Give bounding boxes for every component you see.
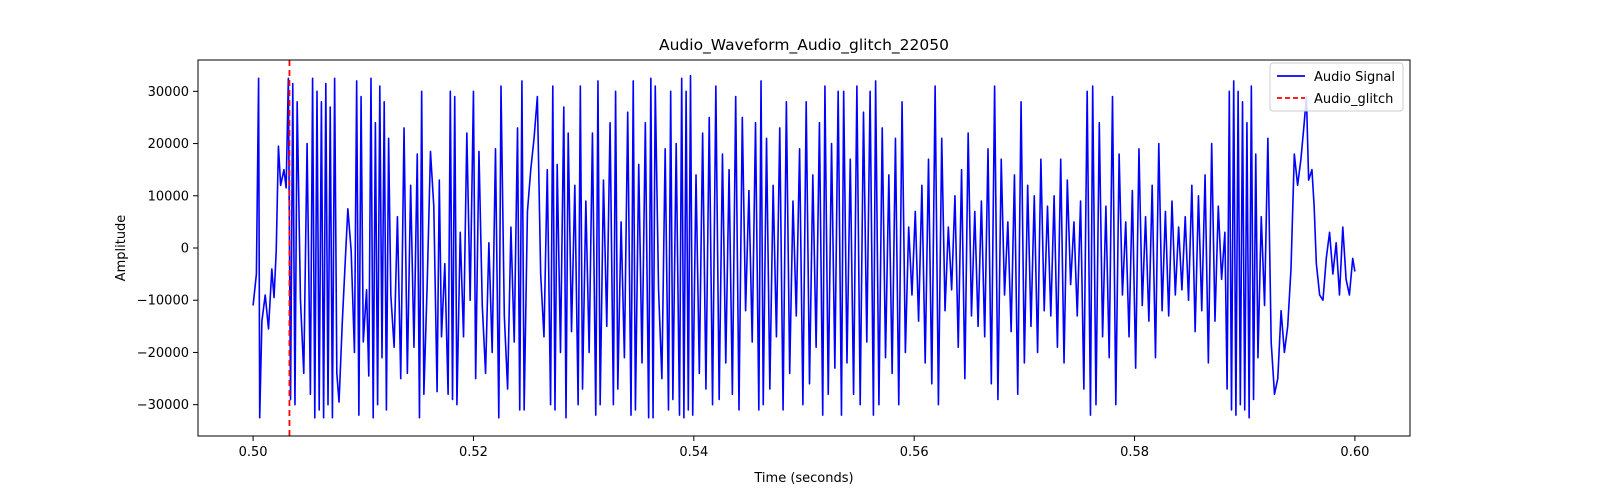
legend-label-audio-glitch: Audio_glitch (1314, 92, 1393, 107)
y-axis-title: Amplitude (114, 215, 129, 282)
plot-area (252, 60, 1356, 436)
y-tick-label: −30000 (137, 398, 189, 413)
legend: Audio Signal Audio_glitch (1269, 62, 1404, 112)
y-tick-label: 0 (181, 242, 189, 257)
x-tick-label: 0.56 (900, 445, 929, 460)
chart-title: Audio_Waveform_Audio_glitch_22050 (659, 36, 949, 55)
x-tick-label: 0.54 (679, 445, 708, 460)
legend-box (1269, 62, 1404, 112)
x-axis-title: Time (seconds) (753, 471, 853, 486)
x-tick-label: 0.58 (1120, 445, 1149, 460)
series-audio-signal (252, 74, 1356, 419)
y-tick-label: 10000 (148, 189, 189, 204)
axes: 0.50 0.52 0.54 0.56 0.58 0.60 −30000 −20000 −100… (137, 59, 1411, 460)
y-tick-label: −10000 (137, 294, 189, 309)
y-tick-label: −20000 (137, 346, 189, 361)
y-tick-label: 20000 (148, 137, 189, 152)
y-tick-label: 30000 (148, 85, 189, 100)
x-tick-label: 0.50 (239, 445, 268, 460)
x-tick-label: 0.52 (459, 445, 488, 460)
x-tick-label: 0.60 (1340, 445, 1369, 460)
legend-label-audio-signal: Audio Signal (1314, 70, 1395, 85)
